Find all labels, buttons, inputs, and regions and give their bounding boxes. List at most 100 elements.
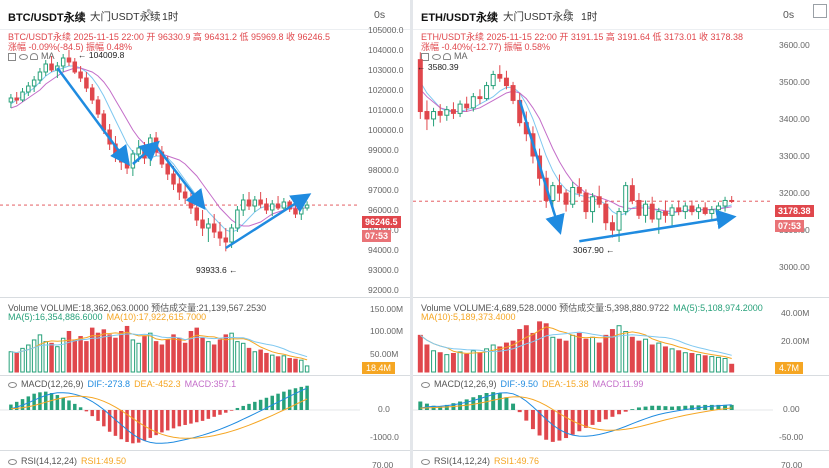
price-axis-label: 104000.0 (368, 45, 404, 55)
macd-histogram-bar (189, 410, 193, 424)
volume-bar (636, 340, 642, 373)
volume-bar (576, 332, 582, 373)
price-axis-label: 3200.00 (779, 188, 810, 199)
volume-bar (570, 334, 576, 373)
chart-canvas[interactable] (0, 0, 410, 468)
volume-bar (119, 331, 124, 373)
volume-bar (596, 342, 602, 373)
macd-histogram-bar (524, 410, 529, 421)
candle-body (450, 109, 456, 114)
volume-bar (537, 321, 543, 373)
volume-bar (470, 350, 476, 373)
candle-body (689, 205, 695, 213)
volume-label: Volume VOLUME:4,689,528.0000 预估成交量:5,398… (421, 303, 763, 313)
collapse-icon[interactable] (8, 52, 16, 61)
macd-histogram-bar (235, 407, 240, 410)
macd-histogram-bar (84, 410, 89, 412)
panel-divider[interactable] (410, 0, 413, 468)
volume-bar (217, 339, 223, 373)
macd-histogram-bar (544, 410, 549, 440)
volume-bar (142, 336, 147, 373)
candle-body (676, 207, 682, 213)
edit-icon[interactable]: ✎ (146, 8, 155, 19)
last-price-tag: 96246.5 (362, 216, 401, 228)
symbol-title[interactable]: ETH/USDT永续 (421, 12, 498, 24)
collapse-icon[interactable] (421, 52, 429, 61)
volume-bar (484, 348, 490, 373)
macd-histogram-bar (55, 395, 60, 410)
macd-histogram-bar (683, 405, 688, 410)
volume-bar (497, 346, 503, 373)
candle-body (629, 185, 635, 201)
macd-histogram-bar (229, 410, 234, 411)
candle-body (281, 201, 287, 209)
volume-bar (26, 344, 31, 373)
alert-icon[interactable] (443, 53, 451, 61)
rsi-labels: RSI(14,12,24) RSI1:49.76 (421, 456, 543, 466)
alert-icon[interactable] (30, 53, 38, 61)
macd-histogram-bar (32, 393, 36, 410)
macd-histogram-bar (264, 397, 269, 410)
volume-bar (656, 342, 662, 373)
candle-body (490, 73, 496, 87)
edit-icon[interactable]: ✎ (564, 8, 573, 19)
symbol-title[interactable]: BTC/USDT永续 (8, 12, 86, 24)
candle-body (84, 77, 89, 89)
candle-body (211, 223, 217, 233)
candle-body (550, 185, 556, 201)
chart-panel-eth[interactable]: ETH/USDT永续 大门USDT永续 ✎ 1时 0s ETH/USDT永续 2… (413, 0, 829, 468)
volume-bar (464, 353, 470, 373)
countdown-tag: 07:53 (775, 220, 805, 232)
macd-histogram-bar (418, 401, 423, 410)
eye-icon[interactable] (19, 53, 28, 60)
ma-toggle[interactable]: MA (421, 51, 468, 61)
countdown-tag: 07:53 (362, 230, 392, 242)
price-axis-label: 103000.0 (368, 65, 404, 75)
macd-histogram-bar (723, 404, 728, 410)
macd-histogram-bar (258, 399, 263, 410)
volume-bar (444, 354, 450, 373)
volume-bar (477, 352, 483, 373)
chart-canvas[interactable] (413, 0, 829, 468)
volume-bar (609, 329, 615, 373)
macd-histogram-bar (67, 400, 71, 410)
volume-bar (229, 332, 234, 373)
macd-histogram-bar (44, 391, 48, 410)
volume-bar (729, 363, 735, 373)
chart-panel-btc[interactable]: BTC/USDT永续 大门USDT永续 ✎ 1时 0s BTC/USDT永续 2… (0, 0, 410, 468)
volume-bar (556, 338, 562, 373)
macd-histogram-bar (183, 410, 187, 425)
candle-body (656, 211, 662, 220)
macd-histogram-bar (537, 410, 542, 436)
macd-histogram-bar (530, 410, 535, 430)
interval-selector[interactable]: 1时 (581, 11, 598, 23)
price-axis-label: 102000.0 (368, 85, 404, 95)
macd-histogram-bar (550, 410, 555, 442)
volume-bar (523, 325, 529, 373)
interval-selector[interactable]: 1时 (162, 11, 179, 23)
candle-body (194, 207, 199, 221)
macd-histogram-bar (282, 391, 286, 410)
expand-icon[interactable] (813, 4, 827, 18)
macd-histogram-bar (165, 410, 170, 431)
candle-body (136, 147, 141, 155)
candle-body (270, 203, 275, 211)
rsi-axis-label: 70.00 (781, 460, 803, 468)
ma-toggle[interactable]: MA (8, 51, 55, 61)
volume-bar (72, 339, 78, 373)
venue-label: 大门USDT永续 (90, 11, 161, 23)
volume-bar (153, 341, 159, 373)
volume-bar (643, 338, 649, 373)
macd-axis-label: 0.0 (378, 404, 390, 414)
eye-icon[interactable] (432, 53, 441, 60)
price-axis-label: 93000.0 (368, 265, 399, 275)
candle-body (709, 209, 715, 214)
volume-bar (31, 339, 37, 373)
volume-bar (281, 355, 287, 373)
panel-header: BTC/USDT永续 大门USDT永续 ✎ 1时 0s (0, 0, 410, 30)
volume-ma5-line (10, 331, 308, 361)
candle-body (457, 103, 463, 114)
pane-separator (0, 297, 410, 298)
pane-separator (413, 450, 829, 451)
volume-bar (293, 358, 298, 373)
